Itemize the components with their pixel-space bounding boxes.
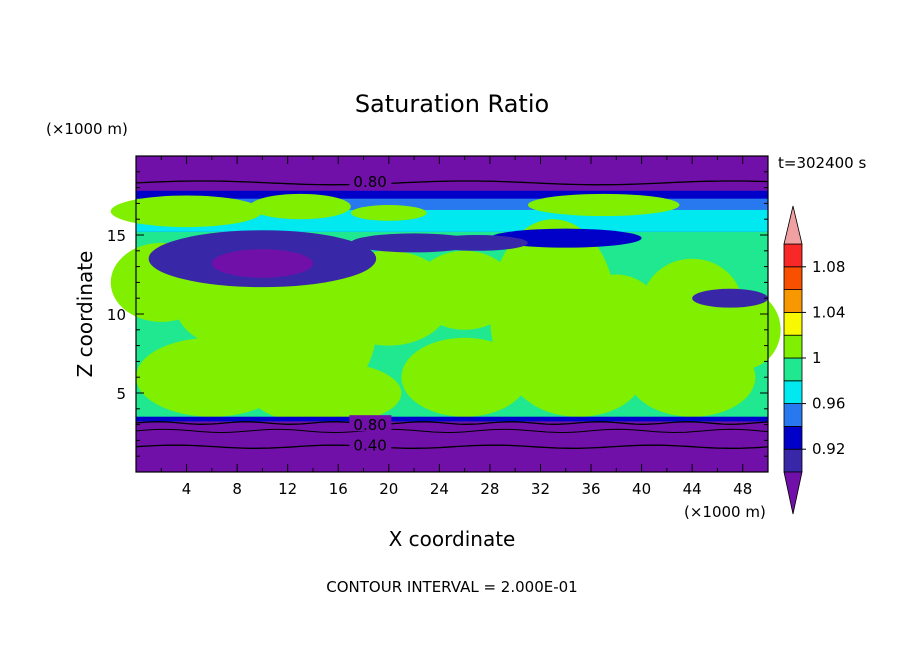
colorbar-tick-label: 0.96 bbox=[812, 395, 845, 413]
x-tick-label: 20 bbox=[379, 480, 398, 498]
contour-plot-area bbox=[110, 156, 781, 472]
colorbar-segment bbox=[783, 334, 803, 359]
colorbar-segment bbox=[783, 357, 803, 382]
x-tick-label: 24 bbox=[430, 480, 449, 498]
colorbar-segment bbox=[783, 380, 803, 404]
x-axis-ticks: 4 8 12 16 20 24 28 32 36 40 44 48 bbox=[160, 156, 769, 498]
cloud-region bbox=[414, 250, 516, 330]
dry-core bbox=[211, 249, 313, 278]
colorbar-segment bbox=[783, 289, 803, 313]
y-tick-label: 5 bbox=[116, 385, 126, 403]
x-tick-label: 4 bbox=[182, 480, 192, 498]
y-axis-ticks: 5 10 15 bbox=[107, 171, 768, 457]
contour-line bbox=[135, 444, 769, 449]
colorbar-segment bbox=[783, 448, 803, 473]
contour-line bbox=[135, 180, 769, 186]
x-tick-label: 44 bbox=[683, 480, 702, 498]
x-tick-label: 32 bbox=[531, 480, 550, 498]
x-tick-label: 16 bbox=[329, 480, 348, 498]
cloud-region bbox=[136, 337, 288, 417]
time-label: t=302400 s bbox=[778, 154, 866, 172]
y-axis-label: Z coordinate bbox=[73, 251, 97, 378]
y-tick-label: 15 bbox=[107, 227, 126, 245]
cloud-region bbox=[350, 204, 427, 221]
cloud-region bbox=[515, 337, 642, 417]
contour-line-labels: 0.80 0.80 0.40 bbox=[349, 171, 392, 455]
x-tick-label: 8 bbox=[232, 480, 242, 498]
cloud-region bbox=[628, 337, 756, 417]
colorbar: 0.92 0.96 1 1.04 1.08 bbox=[783, 205, 845, 515]
dry-region bbox=[692, 288, 768, 308]
colorbar-tick-label: 1 bbox=[812, 349, 822, 367]
chart-title: Saturation Ratio bbox=[355, 90, 549, 118]
colorbar-segment bbox=[783, 243, 803, 268]
contour-label-bg bbox=[349, 415, 392, 432]
x-unit-label: (×1000 m) bbox=[684, 503, 766, 521]
contour-label-bg bbox=[349, 435, 392, 452]
x-axis-label: X coordinate bbox=[389, 527, 516, 551]
colorbar-arrow-top bbox=[783, 205, 803, 245]
contour-label: 0.80 bbox=[353, 173, 386, 191]
contour-line bbox=[135, 421, 769, 425]
dry-region bbox=[426, 235, 528, 251]
x-tick-label: 36 bbox=[581, 480, 600, 498]
cloud-region bbox=[527, 193, 680, 217]
cloud-region bbox=[110, 195, 263, 228]
contour-label: 0.80 bbox=[353, 416, 386, 434]
colorbar-segment bbox=[783, 403, 803, 427]
band-lower-blue bbox=[136, 416, 768, 422]
x-tick-label: 28 bbox=[480, 480, 499, 498]
colorbar-tick-label: 1.04 bbox=[812, 303, 845, 321]
cloud-region bbox=[249, 361, 402, 425]
colorbar-segment bbox=[783, 311, 803, 336]
colorbar-tick-label: 1.08 bbox=[812, 258, 845, 276]
x-tick-label: 12 bbox=[278, 480, 297, 498]
contour-label-bg bbox=[349, 171, 392, 188]
contour-interval-note: CONTOUR INTERVAL = 2.000E-01 bbox=[326, 578, 577, 596]
contour-line bbox=[135, 428, 769, 434]
band-upper-dark-blue bbox=[136, 190, 768, 199]
contour-lines bbox=[135, 180, 769, 449]
cloud-region bbox=[401, 337, 528, 417]
x-tick-label: 40 bbox=[632, 480, 651, 498]
colorbar-segment bbox=[783, 266, 803, 290]
x-tick-label: 48 bbox=[733, 480, 752, 498]
y-tick-label: 10 bbox=[107, 306, 126, 324]
colorbar-tick-label: 0.92 bbox=[812, 440, 845, 458]
dry-region bbox=[489, 228, 642, 248]
cloud-region bbox=[249, 193, 351, 220]
colorbar-arrow-bottom bbox=[783, 471, 803, 515]
y-unit-label: (×1000 m) bbox=[46, 120, 128, 138]
colorbar-segment bbox=[783, 425, 803, 450]
contour-label: 0.40 bbox=[353, 437, 386, 455]
